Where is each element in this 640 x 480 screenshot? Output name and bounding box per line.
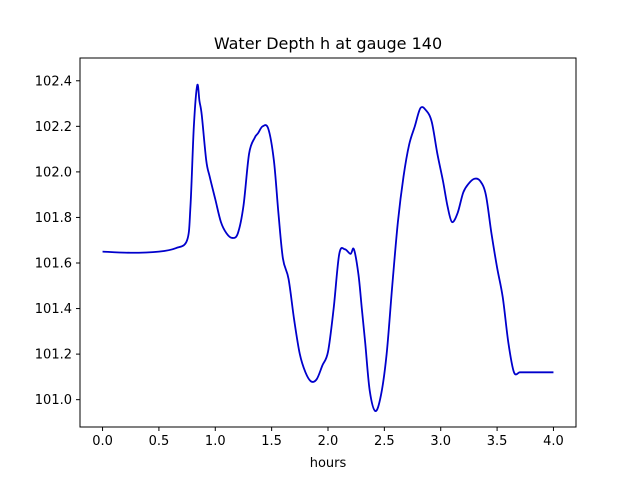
y-tick-label: 102.0 <box>35 165 72 180</box>
y-axis-ticks: 101.0 101.2 101.4 101.6 101.8 102.0 102.2 102.4 <box>35 74 80 408</box>
chart-title: Water Depth h at gauge 140 <box>214 34 442 53</box>
y-tick-label: 101.8 <box>35 211 72 226</box>
y-tick-label: 101.0 <box>35 393 72 408</box>
y-tick-label: 102.2 <box>35 120 72 135</box>
x-tick-label: 2.0 <box>318 434 339 449</box>
y-tick-label: 101.2 <box>35 348 72 363</box>
x-tick-label: 1.0 <box>205 434 226 449</box>
x-tick-label: 3.0 <box>430 434 451 449</box>
x-tick-label: 1.5 <box>261 434 282 449</box>
plot-area-frame <box>79 57 577 428</box>
series-line-0 <box>102 83 554 412</box>
plot-data-layer <box>102 83 554 412</box>
x-axis-ticks: 0.0 0.5 1.0 1.5 2.0 2.5 3.0 3.5 4.0 <box>92 427 564 449</box>
x-tick-label: 3.5 <box>487 434 508 449</box>
y-tick-label: 101.6 <box>35 257 72 272</box>
x-tick-label: 0.0 <box>92 434 113 449</box>
x-axis-label: hours <box>310 456 347 471</box>
y-tick-label: 101.4 <box>35 302 72 317</box>
x-tick-label: 2.5 <box>374 434 395 449</box>
y-tick-label: 102.4 <box>35 74 72 89</box>
x-tick-label: 0.5 <box>149 434 170 449</box>
x-tick-label: 4.0 <box>543 434 564 449</box>
